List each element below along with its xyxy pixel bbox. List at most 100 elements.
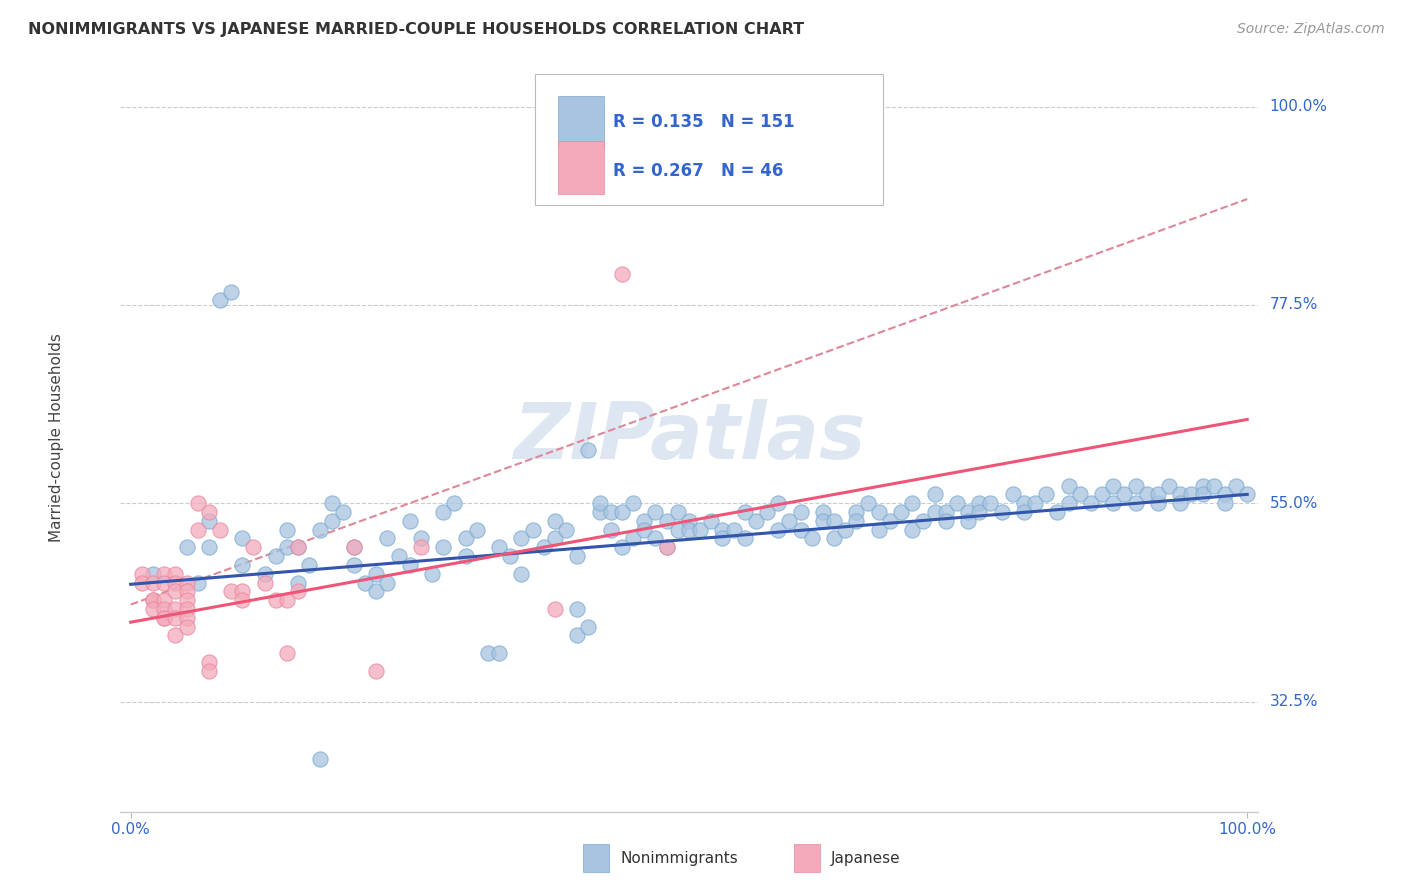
Point (967, 496, 990, 510)
Point (1024, 496, 1046, 510)
Point (332, 505, 354, 519)
Point (165, 611, 187, 625)
Point (567, 628, 589, 642)
Point (800, 532, 823, 546)
Text: Source: ZipAtlas.com: Source: ZipAtlas.com (1237, 22, 1385, 37)
Point (287, 584, 309, 599)
Point (901, 523, 924, 537)
Point (187, 496, 209, 510)
Point (176, 575, 198, 590)
Point (567, 549, 589, 563)
Point (287, 575, 309, 590)
Point (1213, 487, 1236, 501)
Point (678, 523, 700, 537)
Point (153, 593, 176, 607)
Point (276, 541, 298, 555)
Point (153, 575, 176, 590)
Point (823, 514, 845, 528)
Point (165, 628, 187, 642)
Point (1168, 487, 1191, 501)
Text: 55.0%: 55.0% (1270, 496, 1317, 511)
Point (633, 523, 655, 537)
Point (366, 664, 388, 678)
Point (510, 532, 533, 546)
Point (957, 514, 980, 528)
Point (153, 602, 176, 616)
Point (599, 505, 621, 519)
Point (377, 532, 399, 546)
Point (488, 541, 510, 555)
Point (700, 514, 723, 528)
Point (666, 523, 689, 537)
Point (935, 505, 957, 519)
Point (1102, 496, 1125, 510)
Point (823, 532, 845, 546)
Point (343, 558, 366, 572)
Point (1001, 487, 1024, 501)
Point (377, 575, 399, 590)
Point (834, 523, 856, 537)
Point (979, 496, 1001, 510)
Point (432, 541, 454, 555)
Point (567, 602, 589, 616)
Point (533, 541, 555, 555)
Point (187, 575, 209, 590)
Text: 77.5%: 77.5% (1270, 297, 1317, 312)
Point (443, 496, 465, 510)
Point (644, 505, 666, 519)
Point (176, 619, 198, 633)
Point (1125, 478, 1147, 492)
Point (165, 575, 187, 590)
Point (924, 505, 946, 519)
Point (711, 532, 734, 546)
Point (420, 566, 443, 581)
Point (276, 523, 298, 537)
Point (1069, 487, 1091, 501)
Point (924, 487, 946, 501)
Point (1046, 505, 1069, 519)
Point (811, 514, 834, 528)
Point (610, 541, 633, 555)
Text: Married-couple Households: Married-couple Households (49, 333, 65, 541)
Point (287, 541, 309, 555)
Point (1012, 505, 1035, 519)
Point (1035, 487, 1057, 501)
Point (231, 593, 253, 607)
Point (522, 523, 544, 537)
Point (198, 514, 221, 528)
Point (208, 293, 231, 308)
Point (153, 611, 176, 625)
Point (1236, 487, 1258, 501)
Point (789, 505, 811, 519)
Point (510, 566, 533, 581)
Point (142, 593, 165, 607)
Point (1191, 487, 1213, 501)
Point (778, 514, 800, 528)
Point (811, 505, 834, 519)
Text: 32.5%: 32.5% (1270, 694, 1317, 709)
Point (967, 505, 990, 519)
Point (264, 593, 287, 607)
Point (354, 575, 377, 590)
Point (621, 532, 644, 546)
Point (578, 443, 600, 458)
Point (176, 541, 198, 555)
Point (176, 602, 198, 616)
Point (231, 584, 253, 599)
Point (1102, 478, 1125, 492)
Text: ZIPatlas: ZIPatlas (513, 399, 865, 475)
Point (789, 523, 811, 537)
Text: R = 0.267   N = 46: R = 0.267 N = 46 (613, 162, 783, 180)
Point (555, 523, 578, 537)
Point (276, 593, 298, 607)
Point (723, 523, 745, 537)
Point (655, 514, 678, 528)
Point (198, 505, 221, 519)
Point (768, 496, 790, 510)
Point (578, 619, 600, 633)
Point (610, 267, 633, 281)
Point (131, 566, 153, 581)
Point (198, 541, 221, 555)
Point (990, 505, 1012, 519)
Point (935, 514, 957, 528)
